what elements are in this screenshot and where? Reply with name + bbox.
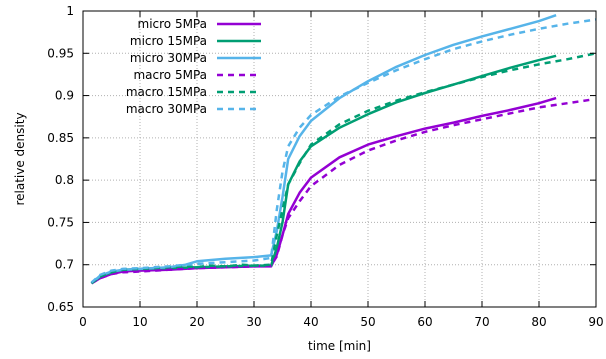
legend-label: macro 15MPa [126,85,207,99]
x-tick-label: 70 [474,315,489,329]
y-tick-label: 0.65 [47,300,74,314]
series-line-6 [90,18,597,284]
axis-ticks: 0 10 20 30 40 50 60 70 80 90 0.65 0.7 0.75 0.8 0.85 0.9… [47,4,603,329]
series-lines [90,14,597,285]
legend-label: macro 5MPa [133,68,207,82]
y-axis-label: relative density [13,112,27,205]
legend-label: micro 15MPa [130,34,207,48]
x-tick-label: 10 [132,315,147,329]
x-tick-label: 0 [79,315,87,329]
grid [83,11,596,307]
y-tick-label: 0.7 [55,258,74,272]
y-tick-label: 0.95 [47,46,74,60]
x-tick-label: 60 [417,315,432,329]
x-tick-label: 90 [588,315,603,329]
y-tick-label: 1 [66,4,74,18]
series-line-4 [90,98,591,285]
y-tick-label: 0.8 [55,173,74,187]
plot-frame [82,10,597,308]
legend-label: micro 5MPa [138,17,208,31]
series-line-3 [90,14,557,285]
x-tick-label: 20 [189,315,204,329]
y-tick-label: 0.85 [47,131,74,145]
y-tick-label: 0.9 [55,89,74,103]
legend-label: macro 30MPa [126,102,207,116]
x-tick-label: 50 [360,315,375,329]
x-axis-label: time [min] [308,339,371,353]
legend: micro 5MPa micro 15MPa micro 30MPa macro 5M… [126,17,261,116]
x-tick-label: 80 [531,315,546,329]
y-tick-label: 0.75 [47,215,74,229]
x-tick-label: 30 [246,315,261,329]
series-line-1 [90,96,557,285]
legend-label: micro 30MPa [130,51,207,65]
x-tick-label: 40 [303,315,318,329]
